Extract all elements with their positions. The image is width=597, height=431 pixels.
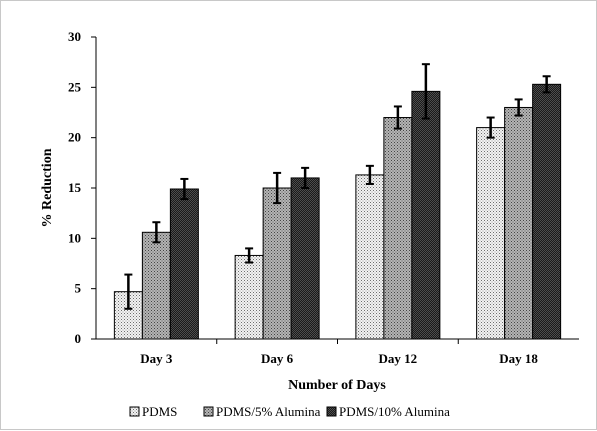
bar-1: [234, 254, 264, 340]
y-ticks-group: 0 5 10 15 20 25 30: [68, 29, 96, 346]
y-tick-label: 0: [75, 331, 82, 346]
x-tick-label: Day 3: [140, 351, 173, 366]
bar-3: [411, 90, 441, 340]
legend-label: PDMS/5% Alumina: [216, 404, 321, 419]
legend-swatch: [203, 406, 214, 417]
x-tick-label: Day 12: [379, 351, 418, 366]
y-axis-title: % Reduction: [40, 148, 55, 227]
y-tick-label: 15: [68, 180, 82, 195]
bar-2: [262, 187, 292, 340]
legend-label: PDMS/10% Alumina: [339, 404, 450, 419]
bar-3: [532, 83, 562, 340]
bar-1: [476, 127, 506, 340]
y-tick-label: 5: [75, 281, 82, 296]
x-axis-title: Number of Days: [288, 378, 386, 393]
bar-2: [141, 231, 171, 340]
bar-3: [169, 188, 199, 340]
x-tick-label: Day 18: [499, 351, 538, 366]
bar-2: [383, 117, 413, 340]
y-tick-label: 25: [68, 79, 82, 94]
y-tick-label: 10: [68, 230, 81, 245]
bar-3: [290, 177, 320, 340]
bar-1: [355, 174, 385, 340]
bars-group: [113, 83, 562, 340]
y-tick-label: 30: [68, 29, 81, 44]
x-tick-label: Day 6: [261, 351, 294, 366]
error-bars-group: [124, 63, 551, 310]
bar-2: [504, 106, 534, 340]
legend-label: PDMS: [142, 404, 177, 419]
legend-swatch: [326, 406, 337, 417]
legend: PDMS PDMS/5% Alumina PDMS/10% Alumina: [129, 404, 450, 419]
legend-swatch: [129, 406, 140, 417]
x-ticks-group: Day 3 Day 6 Day 12 Day 18: [140, 339, 538, 366]
y-tick-label: 20: [68, 130, 81, 145]
